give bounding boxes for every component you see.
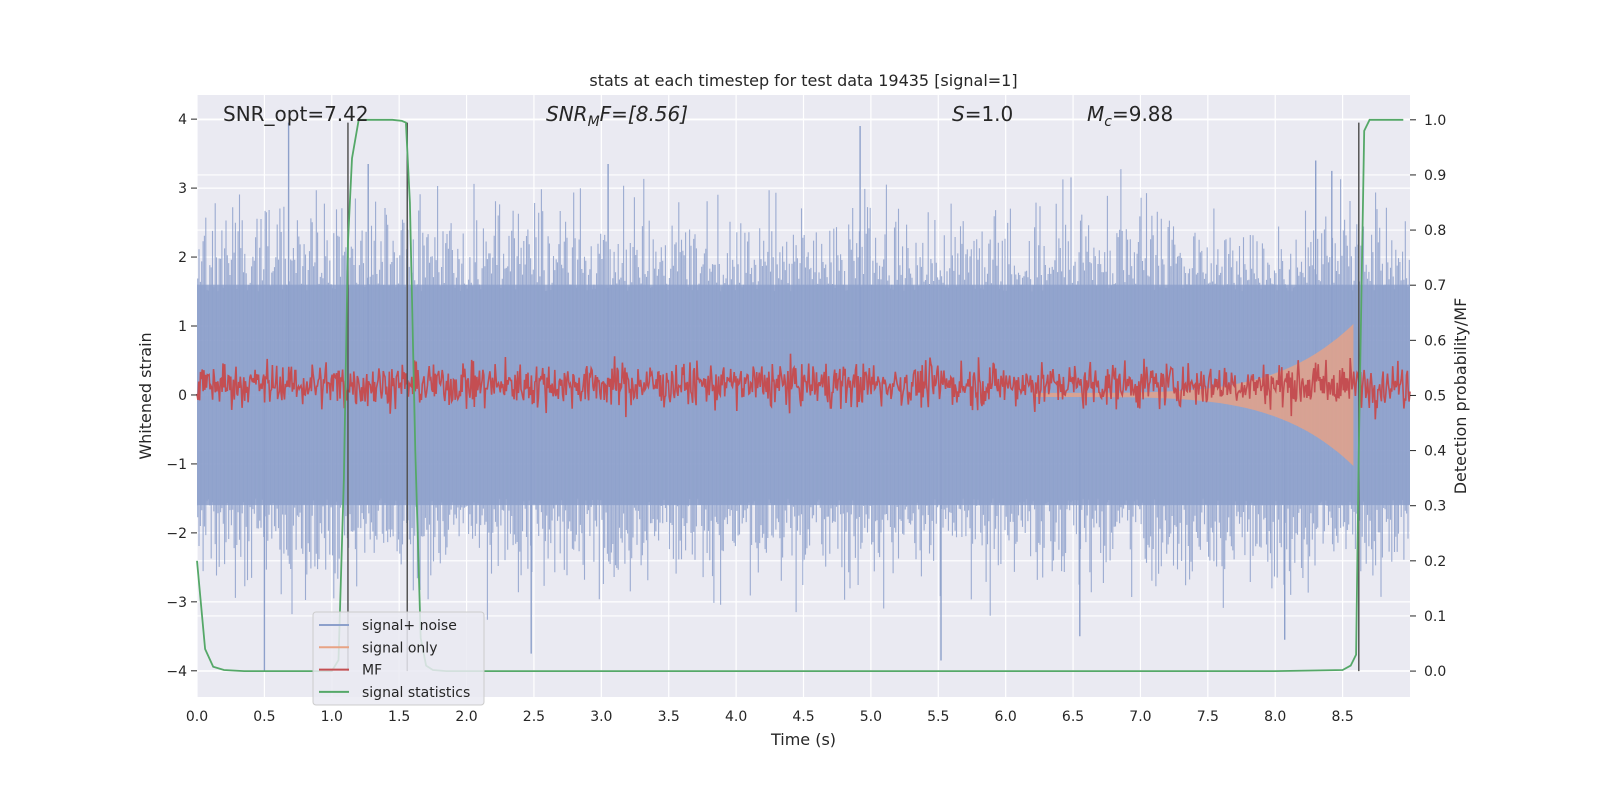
x-tick-label: 8.5 <box>1331 709 1353 725</box>
y-left-tick-label: 0 <box>178 388 187 404</box>
x-tick-label: 2.5 <box>523 709 545 725</box>
annotation-rest: =9.88 <box>1112 102 1173 126</box>
chart-title: stats at each timestep for test data 194… <box>589 71 1017 90</box>
x-tick-label: 0.5 <box>253 709 275 725</box>
y-left-tick-label: 3 <box>178 181 187 197</box>
signal-statistics-line <box>196 118 1404 672</box>
y-left-tick-label: 1 <box>178 319 187 335</box>
y-right-tick-label: 0.8 <box>1424 223 1446 239</box>
y-axis-label-right: Detection probability/MF <box>1451 298 1470 495</box>
mf-line <box>196 353 1411 420</box>
annotation-rest: F=[8.56] <box>600 102 688 126</box>
annotation-base: S <box>952 102 965 126</box>
x-tick-label: 6.0 <box>995 709 1017 725</box>
legend: signal+ noise signal only MF signal statist… <box>312 611 485 706</box>
x-axis-label: Time (s) <box>770 730 836 749</box>
y-right-tick-label: 0.5 <box>1424 388 1446 404</box>
annotation-base: M <box>1087 102 1104 126</box>
x-tick-label: 4.0 <box>725 709 747 725</box>
y-left-tick-label: −4 <box>166 664 187 680</box>
legend-label: signal only <box>362 640 437 656</box>
annotation-sub: c <box>1104 114 1112 130</box>
noise-peaks <box>263 122 1333 671</box>
annotation-s-value: S=1.0 <box>952 102 1013 126</box>
y-axis-label-left: Whitened strain <box>136 332 155 459</box>
annotation-base: SNR <box>546 102 588 126</box>
annotation-snr-mf: SNRMF=[8.56] <box>546 102 688 130</box>
annotation-snr-opt: SNR_opt=7.42 <box>223 102 369 126</box>
legend-label: MF <box>362 663 382 679</box>
y-right-tick-label: 0.2 <box>1424 554 1446 570</box>
x-tick-label: 7.0 <box>1129 709 1151 725</box>
axis-ticks: 0.0 0.5 1.0 1.5 2.0 2.5 3.0 3.5 4.0 4.5 5.0 5.5 6.0 6… <box>166 112 1446 725</box>
y-left-tick-label: 4 <box>178 112 187 128</box>
y-right-tick-label: 0.9 <box>1424 168 1446 184</box>
y-left-tick-label: −3 <box>166 595 187 611</box>
legend-label: signal+ noise <box>362 618 457 634</box>
y-right-tick-label: 0.4 <box>1424 444 1446 460</box>
signal-only-series <box>1032 323 1354 466</box>
x-tick-label: 2.0 <box>455 709 477 725</box>
annotation-rest: =1.0 <box>965 102 1014 126</box>
y-left-tick-label: −2 <box>166 526 187 542</box>
y-right-tick-label: 0.0 <box>1424 664 1446 680</box>
annotation-sub: M <box>588 114 600 130</box>
annotation-mc-value: Mc=9.88 <box>1087 102 1173 130</box>
y-left-tick-label: −1 <box>166 457 187 473</box>
x-tick-label: 3.5 <box>658 709 680 725</box>
x-tick-label: 5.0 <box>860 709 882 725</box>
x-tick-label: 4.5 <box>792 709 814 725</box>
mf-series <box>196 353 1411 420</box>
y-right-tick-label: 0.7 <box>1424 278 1446 294</box>
x-tick-label: 1.5 <box>388 709 410 725</box>
annotations: SNR_opt=7.42 SNRMF=[8.56] S=1.0 Mc=9.88 <box>223 102 1173 130</box>
vertical-markers <box>347 122 1360 672</box>
signal-chirp <box>1032 323 1354 466</box>
y-right-tick-label: 0.1 <box>1424 609 1446 625</box>
x-tick-label: 3.0 <box>590 709 612 725</box>
legend-box <box>312 611 485 706</box>
y-left-tick-label: 2 <box>178 250 187 266</box>
signal-statistics-series <box>196 118 1404 672</box>
x-tick-label: 0.0 <box>186 709 208 725</box>
y-right-tick-label: 1.0 <box>1424 113 1446 129</box>
x-tick-label: 5.5 <box>927 709 949 725</box>
y-right-tick-label: 0.3 <box>1424 499 1446 515</box>
y-right-tick-label: 0.6 <box>1424 333 1446 349</box>
x-tick-label: 8.0 <box>1264 709 1286 725</box>
legend-label: signal statistics <box>362 685 470 701</box>
x-tick-label: 7.5 <box>1197 709 1219 725</box>
x-tick-label: 6.5 <box>1062 709 1084 725</box>
x-tick-label: 1.0 <box>321 709 343 725</box>
